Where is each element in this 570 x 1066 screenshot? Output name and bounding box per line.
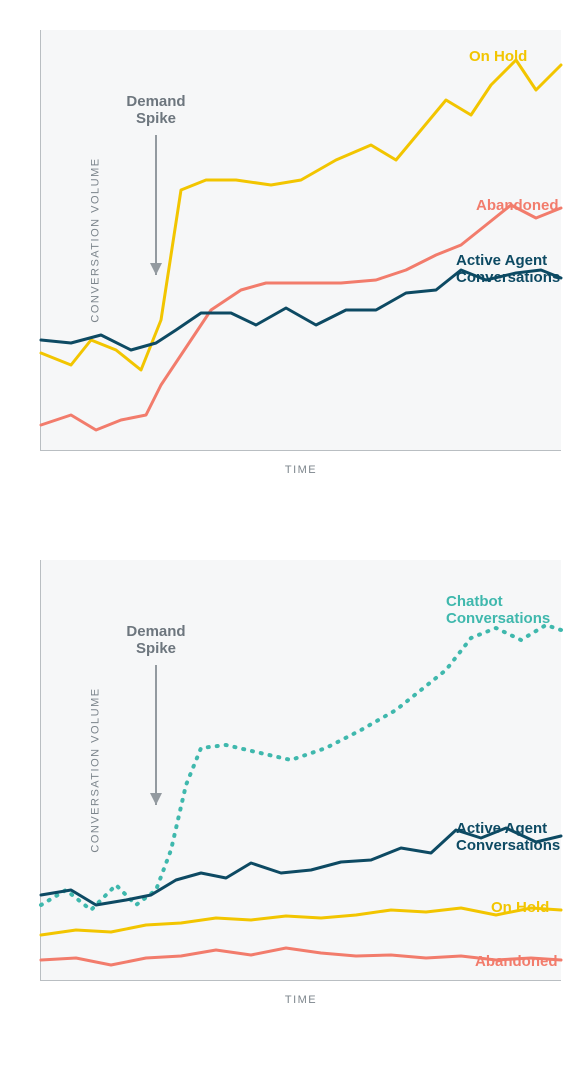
x-axis-label: TIME (41, 994, 561, 1006)
series-label-active-agent: Active AgentConversations (456, 252, 560, 287)
series-line-on-hold (41, 60, 561, 370)
series-label-on-hold: On Hold (469, 48, 527, 65)
demand-spike-arrow-head (150, 793, 162, 805)
chart-svg (41, 30, 561, 450)
demand-spike-label: DemandSpike (121, 623, 191, 658)
chart-panel-with-chatbot: CONVERSATION VOLUME TIME ChatbotConversa… (40, 560, 561, 981)
demand-spike-arrow-head (150, 263, 162, 275)
series-label-active-agent: Active AgentConversations (456, 820, 560, 855)
series-label-abandoned: Abandoned (475, 953, 558, 970)
series-label-chatbot: ChatbotConversations (446, 593, 550, 628)
page: CONVERSATION VOLUME TIME On HoldAbandone… (0, 0, 570, 1066)
series-label-abandoned: Abandoned (476, 197, 559, 214)
demand-spike-label: DemandSpike (121, 93, 191, 128)
series-label-on-hold: On Hold (491, 899, 549, 916)
series-line-on-hold (41, 908, 561, 935)
series-line-chatbot (41, 625, 561, 910)
x-axis-label: TIME (41, 464, 561, 476)
chart-panel-without-chatbot: CONVERSATION VOLUME TIME On HoldAbandone… (40, 30, 561, 451)
